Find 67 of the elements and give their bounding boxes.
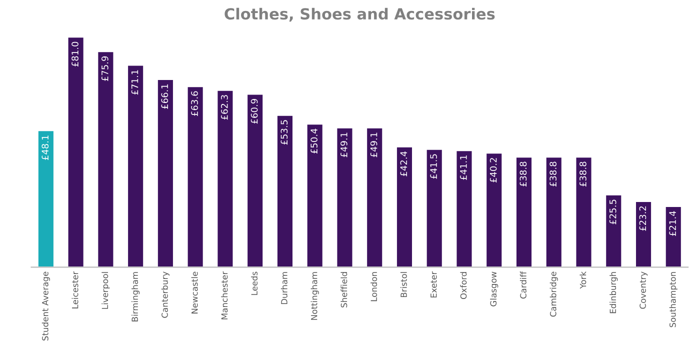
x-tick-label: Birmingham [132, 272, 140, 322]
bar [455, 150, 474, 268]
bar [425, 148, 444, 268]
x-tick-label: Durham [280, 272, 288, 304]
x-tick-label: Leicester [72, 271, 78, 308]
data-label: £25.5 [609, 200, 616, 224]
data-label: £41.1 [460, 155, 467, 180]
bar [485, 152, 504, 268]
x-tick-label: Student Average [42, 272, 50, 340]
data-label: £63.6 [191, 91, 198, 116]
bar [156, 78, 174, 268]
bar [276, 114, 294, 268]
data-label: £81.0 [72, 42, 78, 67]
data-label: £21.4 [669, 211, 676, 236]
x-tick-label: York [580, 271, 586, 289]
bar [216, 89, 234, 268]
x-tick-label: Southampton [669, 272, 678, 328]
data-label: £71.1 [131, 70, 138, 95]
bar [66, 36, 85, 268]
bar [366, 126, 384, 268]
x-tick-label: Liverpool [102, 272, 110, 309]
bar [664, 206, 682, 268]
x-tick-label: Sheffield [340, 272, 348, 308]
data-label: £49.1 [340, 132, 348, 158]
bar [396, 146, 414, 268]
data-label: £23.2 [639, 206, 646, 231]
x-tick-label: Manchester [221, 271, 228, 320]
bar [37, 130, 55, 268]
bar [126, 64, 144, 268]
bar [604, 194, 623, 268]
x-tick-label: London [370, 272, 378, 302]
data-label: £60.9 [250, 98, 258, 124]
chart-title: Clothes, Shoes and Accessories [224, 8, 495, 22]
data-label: £75.9 [101, 56, 108, 82]
x-tick-label: Cardiff [520, 271, 526, 299]
x-tick-label: Bristol [400, 272, 407, 298]
x-tick-label: Nottingham [310, 272, 319, 320]
x-tick-label: Coventry [640, 272, 648, 309]
bar [246, 93, 264, 268]
x-tick-label: Cambridge [550, 272, 558, 317]
data-label: £62.3 [220, 95, 228, 120]
data-label: £53.5 [280, 120, 288, 145]
data-label: £66.1 [161, 84, 168, 109]
x-tick-label: Oxford [460, 272, 467, 299]
bar [634, 200, 652, 268]
data-label: £42.4 [400, 151, 407, 176]
data-label: £38.8 [520, 162, 527, 186]
bar [96, 50, 115, 268]
data-label: £50.4 [310, 128, 318, 154]
bar [186, 86, 204, 268]
bar [336, 126, 354, 268]
bar [515, 156, 533, 268]
bar [574, 156, 593, 268]
bar [306, 123, 324, 268]
data-label: £49.1 [370, 132, 378, 158]
data-label: £48.1 [42, 136, 49, 160]
x-tick-label: Glasgow [490, 272, 498, 306]
x-tick-label: Leeds [251, 272, 258, 295]
x-tick-label: Canterbury [161, 272, 170, 318]
x-tick-label: Edinburgh [610, 272, 618, 314]
data-label: £40.2 [490, 158, 497, 182]
data-label: £38.8 [580, 162, 586, 186]
data-label: £38.8 [550, 162, 556, 186]
data-label: £41.5 [430, 154, 437, 179]
x-tick-label: Newcastle [191, 272, 198, 314]
x-tick-label: Exeter [430, 271, 437, 298]
bar [544, 156, 563, 268]
